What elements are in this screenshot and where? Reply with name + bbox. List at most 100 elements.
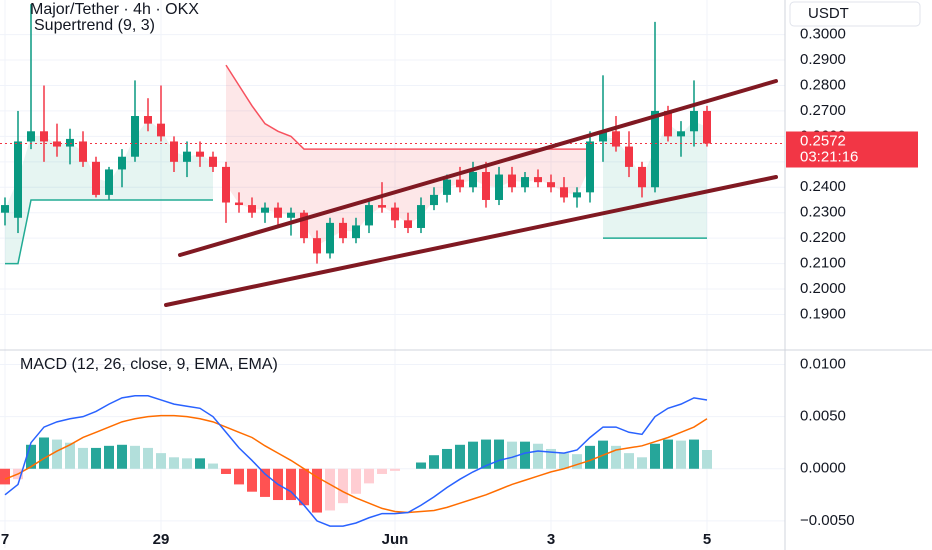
histogram-bar [637, 457, 647, 469]
candle-body [287, 212, 295, 218]
y-tick-label: 0.3000 [800, 26, 846, 43]
candle-body [131, 116, 139, 157]
candle-body [352, 225, 360, 239]
candle-body [430, 194, 438, 206]
candle-body [469, 171, 477, 188]
histogram-bar [338, 468, 348, 504]
histogram-bar [364, 468, 374, 484]
candle-body [261, 207, 269, 213]
histogram-bar [546, 448, 556, 469]
histogram-bar [104, 445, 114, 469]
macd-line [4, 395, 708, 527]
histogram-bar [0, 468, 10, 485]
supertrend-line [5, 199, 707, 265]
candle-body [391, 207, 399, 221]
signal-line [4, 414, 708, 514]
y-tick-label: 0.2800 [800, 76, 846, 93]
candle-body [703, 110, 711, 144]
histogram-bar [91, 447, 101, 469]
histogram-bar [559, 453, 569, 469]
histogram-bar [286, 468, 296, 501]
last-price-label: 0.2572 [800, 132, 846, 149]
histogram-bar [143, 447, 153, 469]
histogram-bar [156, 453, 166, 469]
histogram-bar [689, 439, 699, 469]
histogram-bar [299, 468, 309, 506]
currency: USDT [808, 5, 849, 22]
candle-body [183, 151, 191, 162]
chart-title: Major/Tether · 4h · OKX [30, 1, 199, 18]
x-tick-label: 29 [153, 531, 170, 548]
histogram-bar [390, 468, 400, 471]
x-tick-label: 3 [547, 531, 555, 548]
candle-body [651, 110, 659, 188]
candle-body [378, 205, 386, 208]
histogram-bar [195, 458, 205, 469]
histogram-bar [260, 468, 270, 497]
histogram-bar [39, 437, 49, 469]
candle-body [443, 179, 451, 195]
y-tick-label: 0.1900 [800, 305, 846, 322]
y-tick-label: 0.0050 [800, 408, 846, 425]
histogram-bar [624, 453, 634, 469]
x-tick-label: 5 [703, 531, 711, 548]
candle-body [560, 187, 568, 198]
candle-body [40, 131, 48, 142]
candle-body [235, 202, 243, 206]
candle-body [495, 174, 503, 200]
candle-body [92, 161, 100, 195]
x-tick-label: 7 [1, 531, 9, 548]
histogram-bar [182, 458, 192, 469]
candle-body [66, 138, 74, 147]
candle-body [547, 182, 555, 188]
histogram-bar [585, 445, 595, 469]
candle-body [521, 177, 529, 188]
supertrend-line [225, 64, 590, 150]
trend-line [164, 175, 778, 307]
histogram-bar [611, 445, 621, 469]
candle-body [677, 131, 685, 137]
candle-body [599, 131, 607, 142]
candle-body [300, 212, 308, 239]
y-tick-label: 0.2200 [800, 229, 846, 246]
candle-body [417, 205, 425, 228]
candle-body [170, 141, 178, 162]
histogram-bar [377, 468, 387, 474]
histogram-bar [416, 462, 426, 469]
x-tick-label: Jun [382, 531, 409, 548]
histogram-bar [494, 439, 504, 469]
histogram-bar [130, 445, 140, 469]
macd-pane [0, 395, 712, 527]
candles [0, 4, 785, 264]
histogram-bar [572, 454, 582, 469]
candle-body [274, 207, 282, 218]
y-tick-label: −0.0050 [800, 512, 855, 529]
candle-body [1, 205, 9, 213]
last-price-box [786, 131, 918, 168]
histogram-bar [351, 468, 361, 494]
histogram-bar [533, 443, 543, 469]
y-tick-label: 0.2000 [800, 280, 846, 297]
candle-body [209, 156, 217, 167]
y-tick-label: 0.2700 [800, 102, 846, 119]
candle-body [365, 205, 373, 226]
countdown: 03:21:16 [800, 148, 858, 165]
histogram-bar [52, 439, 62, 469]
histogram-bar [312, 468, 322, 513]
candle-body [534, 177, 542, 183]
histogram-bar [208, 463, 218, 469]
histogram-bar [702, 450, 712, 469]
histogram-bar [26, 444, 36, 469]
candle-body [196, 151, 204, 157]
y-tick-label: 0.2100 [800, 255, 846, 272]
histogram-bar [169, 457, 179, 469]
histogram-bar [65, 442, 75, 469]
histogram-bar [468, 441, 478, 469]
histogram-bar [117, 444, 127, 469]
indicator-title: Supertrend (9, 3) [34, 17, 155, 34]
histogram-bar [234, 468, 244, 485]
candle-body [144, 116, 152, 124]
histogram-bar [520, 441, 530, 469]
candle-body [404, 220, 412, 228]
